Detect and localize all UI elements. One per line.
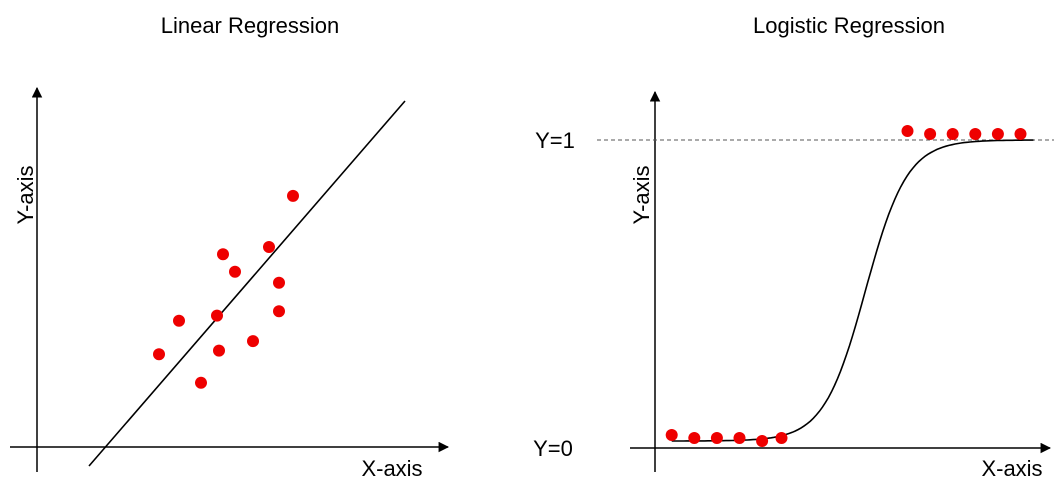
- linear-panel-title: Linear Regression: [161, 13, 340, 38]
- logistic-data-point: [969, 128, 982, 140]
- linear-data-point: [153, 348, 165, 361]
- y-equals-0-label: Y=0: [533, 436, 573, 461]
- logistic-data-point: [665, 429, 678, 441]
- linear-x-axis-label: X-axis: [361, 456, 422, 481]
- logistic-data-point: [991, 128, 1004, 140]
- linear-data-point: [213, 344, 225, 357]
- y-equals-1-label: Y=1: [535, 128, 575, 153]
- logistic-data-point: [688, 432, 701, 444]
- logistic-data-point: [710, 432, 723, 444]
- linear-data-point: [287, 189, 299, 202]
- linear-data-point: [229, 265, 241, 278]
- linear-data-points: [153, 189, 299, 389]
- logistic-panel-title: Logistic Regression: [753, 13, 945, 38]
- linear-data-point: [263, 241, 275, 253]
- logistic-x-axis-label: X-axis: [981, 456, 1042, 481]
- logistic-data-point: [775, 432, 788, 444]
- logistic-data-points: [665, 125, 1027, 447]
- linear-data-point: [195, 376, 207, 389]
- linear-data-point: [273, 305, 285, 318]
- logistic-y-axis-label: Y-axis: [629, 165, 654, 224]
- linear-y-axis-label: Y-axis: [13, 165, 38, 224]
- logistic-data-point: [756, 435, 769, 447]
- linear-data-point: [217, 248, 229, 261]
- logistic-data-point: [901, 125, 914, 137]
- linear-data-point: [211, 309, 223, 322]
- linear-data-point: [173, 314, 185, 327]
- logistic-data-point: [924, 128, 937, 140]
- logistic-data-point: [946, 128, 959, 140]
- linear-regression-panel: Linear Regression Y-axis X-axis: [10, 13, 450, 481]
- linear-fit-line: [88, 100, 406, 467]
- linear-data-point: [247, 335, 259, 348]
- logistic-data-point: [1014, 128, 1027, 140]
- logistic-data-point: [733, 432, 746, 444]
- logistic-regression-panel: Logistic Regression Y=1 Y=0 Y-axis X-axi…: [533, 13, 1054, 481]
- sigmoid-curve: [671, 139, 1034, 442]
- linear-data-point: [273, 276, 285, 289]
